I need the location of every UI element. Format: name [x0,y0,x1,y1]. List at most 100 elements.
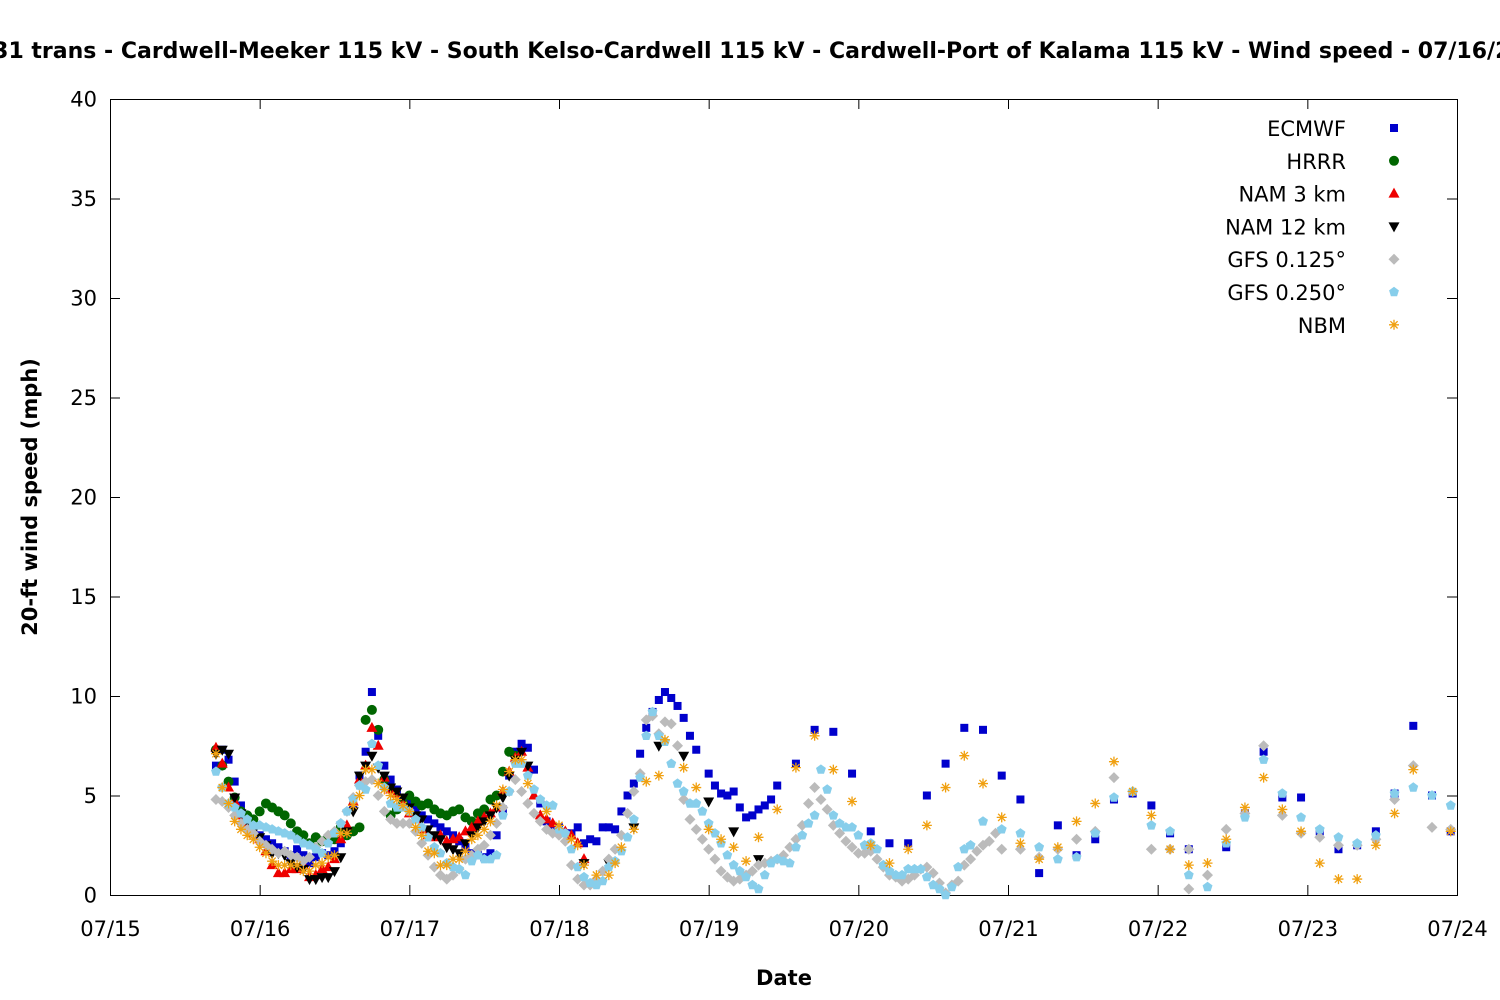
data-point [1165,844,1176,855]
y-tick-label: 5 [84,784,97,808]
data-point [516,754,527,765]
data-point [1389,788,1400,798]
data-point [1333,874,1344,885]
data-point [672,740,684,752]
data-point [979,725,988,734]
data-point [492,831,501,840]
data-point [703,824,714,835]
data-point [610,858,621,869]
data-point [416,837,428,849]
data-point [573,823,582,832]
series-ecmwf [211,688,1455,878]
data-point [578,860,589,871]
data-point [703,843,715,855]
data-point [921,871,932,882]
data-point [373,724,384,735]
data-point [304,866,315,877]
data-point [690,823,702,835]
data-point [623,791,632,800]
data-point [366,751,378,762]
data-point [1015,838,1026,849]
data-point [678,762,689,773]
x-tick-label: 07/19 [679,917,740,941]
data-point [1409,721,1418,730]
data-point [978,816,988,826]
data-point [491,850,502,860]
data-point [1108,772,1120,784]
data-point [447,869,459,881]
data-point [235,824,246,835]
data-point [997,771,1006,780]
data-point [628,786,640,798]
data-point [1183,883,1195,895]
data-point [734,865,745,876]
data-point [1332,839,1344,851]
x-axis-label: Date [756,966,812,990]
data-point [1239,802,1250,813]
data-point [254,806,265,817]
data-point [223,798,234,809]
data-point [653,770,664,781]
data-point [497,810,508,820]
data-point [293,845,302,854]
data-point [423,832,433,842]
x-tick-label: 07/17 [380,917,441,941]
data-point [528,807,540,819]
data-point [1426,821,1438,833]
data-point [248,820,259,830]
data-point [685,798,695,808]
data-point [304,851,316,863]
data-point [311,853,320,862]
data-point [516,786,528,798]
data-point [378,805,390,817]
y-axis-label: 20-ft wind speed (mph) [18,358,42,636]
data-point [210,748,221,759]
y-tick-label: 20 [70,486,97,510]
data-point [541,806,552,817]
data-point [478,839,490,851]
data-point [710,828,720,838]
data-point [229,816,240,827]
data-point [1333,832,1344,842]
data-point [678,751,690,762]
data-point [903,844,914,855]
x-tick-label: 07/20 [829,917,890,941]
data-point [971,845,983,857]
data-point [391,794,402,805]
data-point [373,760,384,770]
data-point [754,805,763,814]
data-point [1297,793,1306,802]
legend-label: GFS 0.250° [1227,281,1346,305]
data-point [1127,786,1138,797]
data-point [821,803,833,815]
data-point [704,769,713,778]
data-point [572,861,583,872]
data-points [210,688,1457,900]
data-point [360,784,371,794]
data-point [530,765,539,774]
data-point [759,869,770,880]
data-point [660,688,669,697]
data-point [741,856,752,867]
data-point [628,824,639,835]
data-point [909,863,920,874]
data-point [592,837,601,846]
data-point [491,817,503,829]
data-point [622,832,633,842]
data-point [1445,826,1456,837]
data-point [566,844,577,854]
data-point [579,839,588,848]
data-point [560,828,571,838]
data-point [260,848,271,859]
data-point [497,784,508,795]
data-point [504,766,515,777]
data-point [572,840,583,851]
data-point [379,784,390,795]
data-point [852,847,864,859]
data-point [1296,826,1307,837]
x-tick-label: 07/18 [529,917,590,941]
data-point [760,801,769,810]
data-point [354,790,365,801]
data-point [922,791,931,800]
